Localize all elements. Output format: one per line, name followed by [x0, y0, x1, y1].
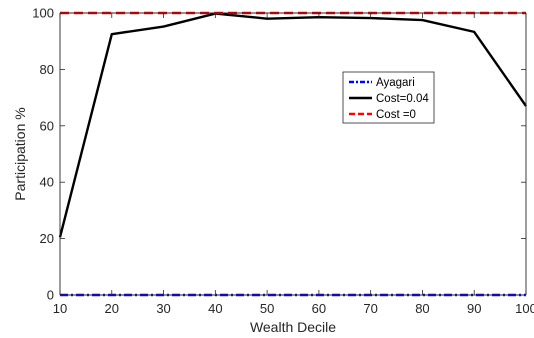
legend-label-cost-0: Cost =0 — [376, 109, 416, 121]
x-tick-label: 20 — [105, 301, 119, 316]
axes-layer — [59, 12, 527, 296]
ticks-layer: 10 20 30 40 50 60 70 80 90 100 0 20 40 60 80 100 — [32, 6, 534, 317]
plot-area — [60, 13, 526, 295]
y-tick-label: 60 — [40, 118, 54, 133]
y-tick-label: 20 — [40, 231, 54, 246]
x-tick-label: 100 — [515, 301, 534, 316]
x-tick-label: 10 — [53, 301, 67, 316]
x-tick-label: 80 — [415, 301, 429, 316]
series-line-cost-0-04 — [58, 12, 527, 238]
legend: Ayagari Cost=0.04 Cost =0 — [342, 71, 435, 124]
x-axis-label: Wealth Decile — [250, 319, 336, 335]
y-tick-label: 100 — [32, 6, 54, 21]
y-tick-label: 40 — [40, 175, 54, 190]
legend-label-cost-0-04: Cost=0.04 — [376, 93, 429, 105]
legend-label-ayagari: Ayagari — [376, 77, 415, 89]
y-axis-label: Participation % — [12, 107, 28, 200]
x-tick-label: 50 — [260, 301, 274, 316]
legend-entries: Ayagari Cost=0.04 Cost =0 — [349, 77, 429, 121]
x-tick-label: 60 — [312, 301, 326, 316]
x-tick-label: 30 — [156, 301, 170, 316]
x-tick-label: 40 — [208, 301, 222, 316]
x-tick-label: 70 — [363, 301, 377, 316]
y-tick-label: 0 — [47, 288, 54, 303]
y-tick-label: 80 — [40, 62, 54, 77]
x-tick-label: 90 — [467, 301, 481, 316]
